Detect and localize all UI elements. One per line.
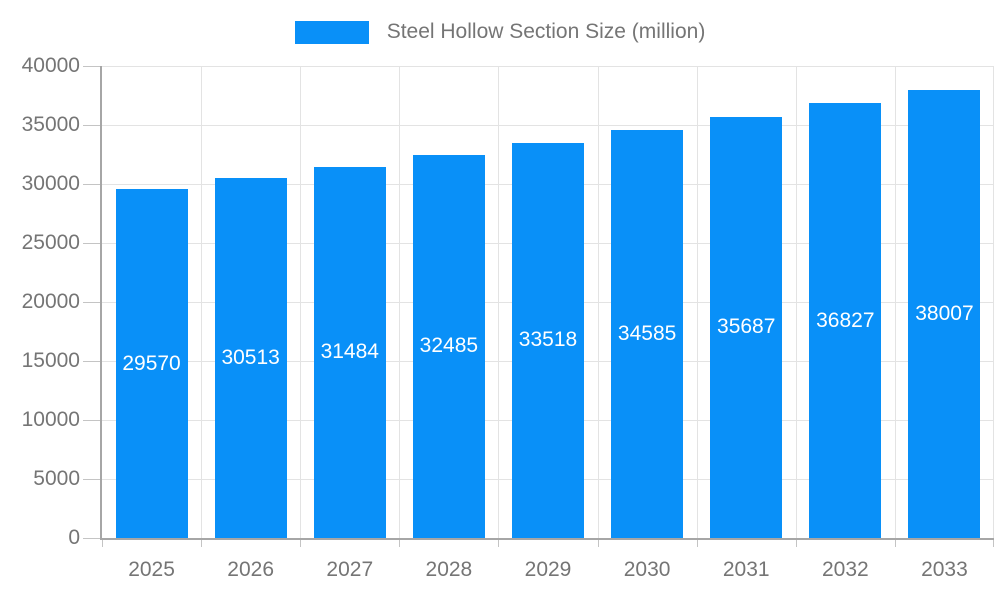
bar-value-label: 31484: [320, 340, 379, 364]
x-axis-tick: [795, 540, 797, 547]
x-axis-tick-label: 2027: [326, 558, 374, 581]
gridline-horizontal: [102, 66, 994, 67]
bar[interactable]: 38007: [908, 89, 981, 538]
x-axis-tick: [993, 540, 994, 547]
bar-value-label: 36827: [816, 308, 875, 332]
x-axis-tick-label: 2031: [722, 558, 770, 581]
x-axis-tick-label: 2025: [128, 558, 175, 581]
bar-value-label: 32485: [419, 334, 479, 358]
y-axis-tick: [83, 183, 100, 185]
y-axis-tick: [83, 124, 100, 126]
y-axis-tick-label: 20000: [21, 290, 80, 313]
y-axis-tick-label: 15000: [21, 349, 80, 372]
bar[interactable]: 33518: [512, 142, 584, 538]
y-axis-tick-label: 30000: [21, 172, 80, 195]
x-axis-tick: [399, 540, 401, 547]
x-axis-tick: [894, 540, 896, 547]
legend-swatch: [294, 20, 369, 44]
gridline-vertical: [300, 66, 302, 538]
bar-value-label: 29570: [122, 351, 181, 375]
legend[interactable]: Steel Hollow Section Size (million): [0, 20, 1000, 44]
bar-value-label: 34585: [617, 321, 677, 345]
x-axis-tick: [498, 540, 500, 547]
bar[interactable]: 36827: [809, 103, 882, 538]
x-axis-tick-label: 2033: [921, 558, 968, 581]
legend-label: Steel Hollow Section Size (million): [386, 20, 706, 43]
y-axis-tick-label: 5000: [33, 467, 80, 490]
y-axis-tick: [83, 360, 100, 362]
x-axis-tick: [597, 540, 599, 547]
y-axis-tick: [83, 537, 100, 539]
bar[interactable]: 35687: [710, 116, 783, 538]
y-axis-tick: [83, 242, 100, 244]
bar-value-label: 38007: [915, 301, 974, 325]
y-axis-tick-label: 10000: [21, 408, 80, 431]
gridline-vertical: [498, 66, 500, 538]
gridline-vertical: [399, 66, 401, 538]
bar[interactable]: 31484: [313, 166, 386, 538]
bar[interactable]: 30513: [214, 177, 287, 538]
y-axis-tick: [83, 419, 100, 421]
x-axis-tick-label: 2029: [524, 558, 572, 581]
x-axis-tick-label: 2026: [227, 558, 275, 581]
gridline-vertical: [597, 66, 599, 538]
plot-area: 0 5000 10000 15000 20000 25000 30000 35000 40000…: [22, 54, 994, 581]
bar-value-label: 30513: [221, 345, 280, 369]
x-axis-tick: [201, 540, 203, 547]
x-axis-tick-label: 2028: [425, 558, 473, 581]
bar[interactable]: 34585: [611, 129, 684, 538]
gridline-vertical: [993, 66, 994, 538]
gridline-vertical: [201, 66, 203, 538]
bar[interactable]: 29570: [115, 189, 188, 538]
bar-value-label: 33518: [518, 328, 578, 352]
x-axis-tick-label: 2030: [623, 558, 671, 581]
x-axis-tick: [300, 540, 302, 547]
gridline-vertical: [696, 66, 698, 538]
bar[interactable]: 32485: [412, 154, 485, 538]
x-axis-tick: [696, 540, 698, 547]
gridline-vertical: [795, 66, 797, 538]
y-axis-tick: [83, 65, 100, 67]
y-axis-tick-label: 25000: [21, 231, 80, 254]
y-axis-tick: [83, 478, 100, 480]
y-axis-tick: [83, 301, 100, 303]
y-axis-tick-label: 0: [68, 526, 80, 549]
y-axis-tick-label: 40000: [21, 54, 80, 77]
gridline-vertical: [894, 66, 896, 538]
x-axis-tick-label: 2032: [821, 558, 869, 581]
y-axis-tick-label: 35000: [21, 113, 80, 136]
x-axis-tick: [102, 540, 103, 547]
gridline-horizontal: [102, 125, 994, 126]
bar-value-label: 35687: [717, 315, 776, 339]
